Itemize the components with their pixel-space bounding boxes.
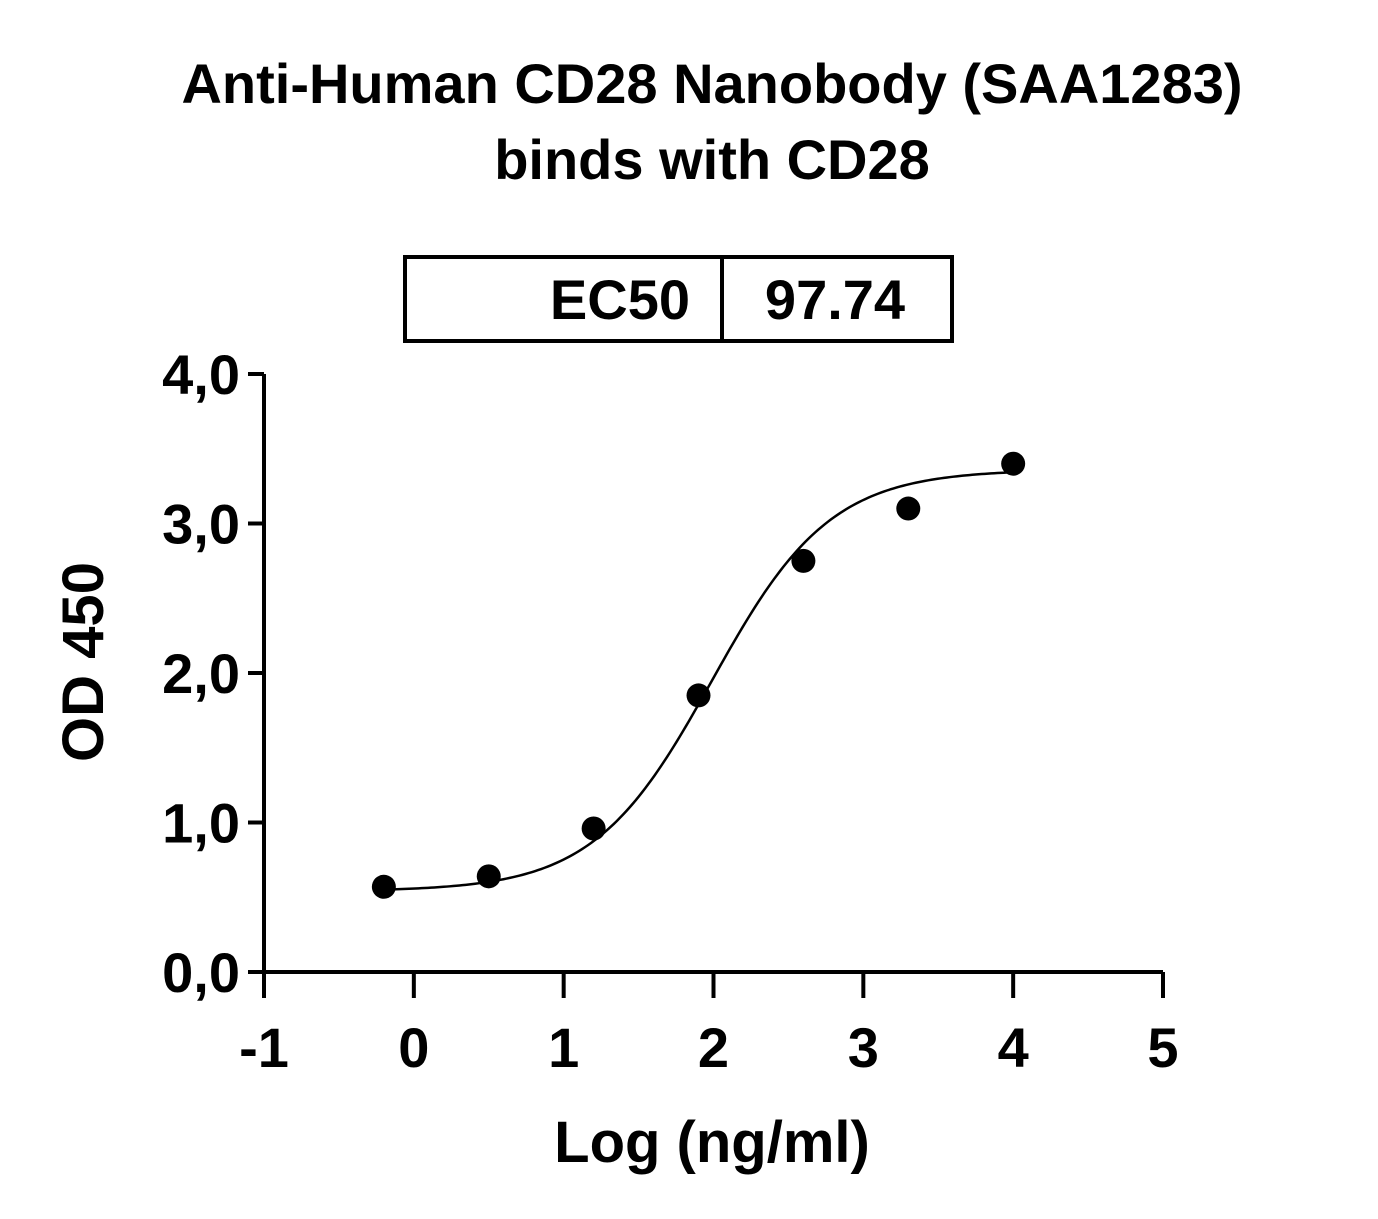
x-tick-label: -1 [239,1016,289,1079]
data-point [581,816,606,841]
data-point [476,864,501,889]
y-tick-label: 0,0 [162,941,240,1004]
x-tick-label: 3 [848,1016,879,1079]
fit-curve [383,471,1014,891]
y-tick-label: 2,0 [162,642,240,705]
y-tick-label: 1,0 [162,792,240,855]
chart-title-line-1: Anti-Human CD28 Nanobody (SAA1283) [181,52,1242,115]
data-point [686,683,711,708]
ec50-table: EC50 97.74 [403,255,954,343]
x-tick-label: 5 [1147,1016,1178,1079]
y-ticks: 0,0 1,0 2,0 3,0 4,0 [162,343,264,1004]
axes [262,374,1163,974]
y-axis-label: OD 450 [51,562,116,762]
x-tick-label: 2 [698,1016,729,1079]
ec50-label: EC50 [550,268,690,331]
ec50-value: 97.74 [765,268,905,331]
x-tick-label: 1 [548,1016,579,1079]
x-axis-label: Log (ng/ml) [554,1110,870,1175]
x-tick-label: 0 [398,1016,429,1079]
x-ticks: -1 0 1 2 3 4 5 [239,972,1179,1079]
data-point [896,496,921,521]
chart-title-line-2: binds with CD28 [494,128,930,191]
x-tick-label: 4 [998,1016,1029,1079]
data-point [791,548,816,573]
y-tick-label: 4,0 [162,343,240,406]
data-point [1001,451,1026,476]
ec50-table-border [403,255,954,343]
y-tick-label: 3,0 [162,493,240,556]
data-point [371,874,396,899]
data-points [371,451,1026,899]
